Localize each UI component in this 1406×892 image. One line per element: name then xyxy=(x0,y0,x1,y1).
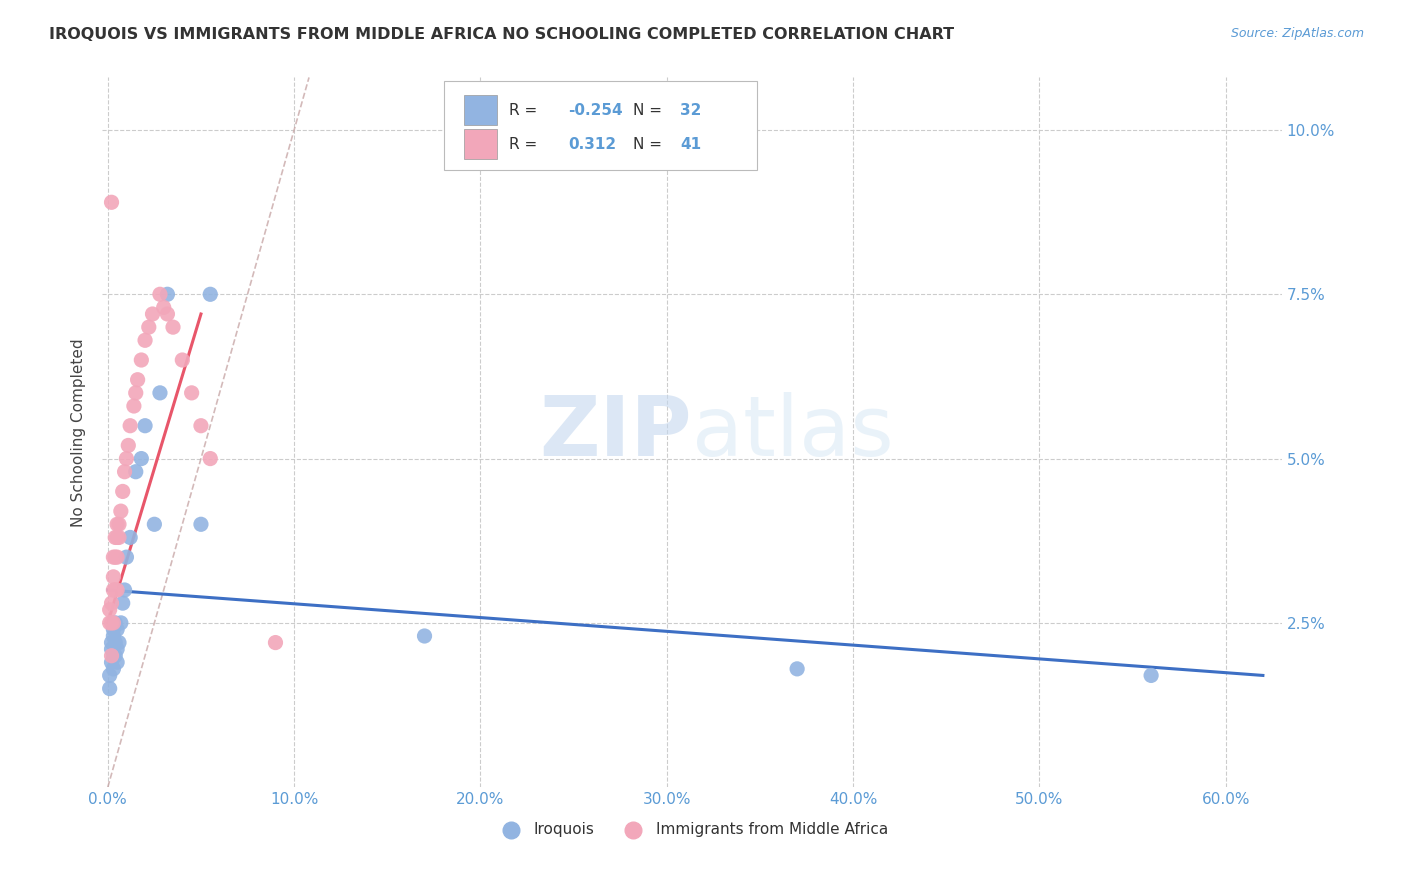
Point xyxy=(100,195,122,210)
Point xyxy=(122,399,145,413)
Point xyxy=(103,582,125,597)
Point xyxy=(156,307,179,321)
Point xyxy=(138,320,160,334)
Point xyxy=(98,681,121,696)
Point xyxy=(103,615,125,630)
Point xyxy=(131,451,153,466)
Point xyxy=(108,531,131,545)
Point xyxy=(111,484,134,499)
Point xyxy=(264,635,287,649)
Text: Source: ZipAtlas.com: Source: ZipAtlas.com xyxy=(1230,27,1364,40)
Point xyxy=(200,287,222,301)
Point xyxy=(104,615,127,630)
Point xyxy=(104,531,127,545)
Point xyxy=(103,629,125,643)
Point xyxy=(117,438,139,452)
Text: IROQUOIS VS IMMIGRANTS FROM MIDDLE AFRICA NO SCHOOLING COMPLETED CORRELATION CHA: IROQUOIS VS IMMIGRANTS FROM MIDDLE AFRIC… xyxy=(49,27,955,42)
Point xyxy=(134,333,156,347)
Point xyxy=(105,623,128,637)
Point xyxy=(114,465,136,479)
Point xyxy=(200,451,222,466)
Point xyxy=(110,504,132,518)
Y-axis label: No Schooling Completed: No Schooling Completed xyxy=(72,338,86,526)
Point xyxy=(98,615,121,630)
Point xyxy=(100,642,122,657)
Point xyxy=(120,418,142,433)
Point xyxy=(103,623,125,637)
Point xyxy=(105,550,128,565)
Text: 32: 32 xyxy=(681,103,702,118)
Point xyxy=(103,662,125,676)
Point xyxy=(1140,668,1163,682)
Point xyxy=(125,465,148,479)
Point xyxy=(141,307,163,321)
Text: N =: N = xyxy=(633,103,666,118)
Text: R =: R = xyxy=(509,136,547,152)
Point xyxy=(98,603,121,617)
Point xyxy=(103,648,125,663)
Point xyxy=(143,517,166,532)
Point xyxy=(108,635,131,649)
Point xyxy=(104,550,127,565)
Point xyxy=(190,418,212,433)
Point xyxy=(111,596,134,610)
Point xyxy=(105,517,128,532)
Point xyxy=(100,596,122,610)
Point xyxy=(98,668,121,682)
Point xyxy=(105,531,128,545)
Legend: Iroquois, Immigrants from Middle Africa: Iroquois, Immigrants from Middle Africa xyxy=(489,816,894,843)
Point xyxy=(120,531,142,545)
Point xyxy=(115,451,138,466)
Point xyxy=(152,301,174,315)
Text: N =: N = xyxy=(633,136,666,152)
FancyBboxPatch shape xyxy=(444,81,756,169)
Point xyxy=(103,570,125,584)
Point xyxy=(162,320,184,334)
Text: ZIP: ZIP xyxy=(540,392,692,473)
FancyBboxPatch shape xyxy=(464,129,498,159)
Point xyxy=(100,655,122,669)
Text: 41: 41 xyxy=(681,136,702,152)
Point xyxy=(190,517,212,532)
Point xyxy=(127,373,149,387)
Point xyxy=(104,582,127,597)
Point xyxy=(172,353,194,368)
Point xyxy=(413,629,436,643)
Point xyxy=(115,550,138,565)
Text: -0.254: -0.254 xyxy=(568,103,623,118)
Point xyxy=(110,615,132,630)
Text: R =: R = xyxy=(509,103,543,118)
Point xyxy=(105,642,128,657)
Point xyxy=(149,287,172,301)
Point xyxy=(105,582,128,597)
Point xyxy=(100,635,122,649)
Point xyxy=(786,662,808,676)
Point xyxy=(104,648,127,663)
Point xyxy=(125,385,148,400)
Point xyxy=(100,648,122,663)
Point xyxy=(105,655,128,669)
Text: 0.312: 0.312 xyxy=(568,136,616,152)
Point xyxy=(149,385,172,400)
Point xyxy=(103,550,125,565)
Point xyxy=(180,385,202,400)
Point xyxy=(108,517,131,532)
Point xyxy=(131,353,153,368)
Point xyxy=(100,615,122,630)
Text: atlas: atlas xyxy=(692,392,894,473)
FancyBboxPatch shape xyxy=(464,95,498,125)
Point xyxy=(104,635,127,649)
Point xyxy=(114,582,136,597)
Point xyxy=(156,287,179,301)
Point xyxy=(134,418,156,433)
